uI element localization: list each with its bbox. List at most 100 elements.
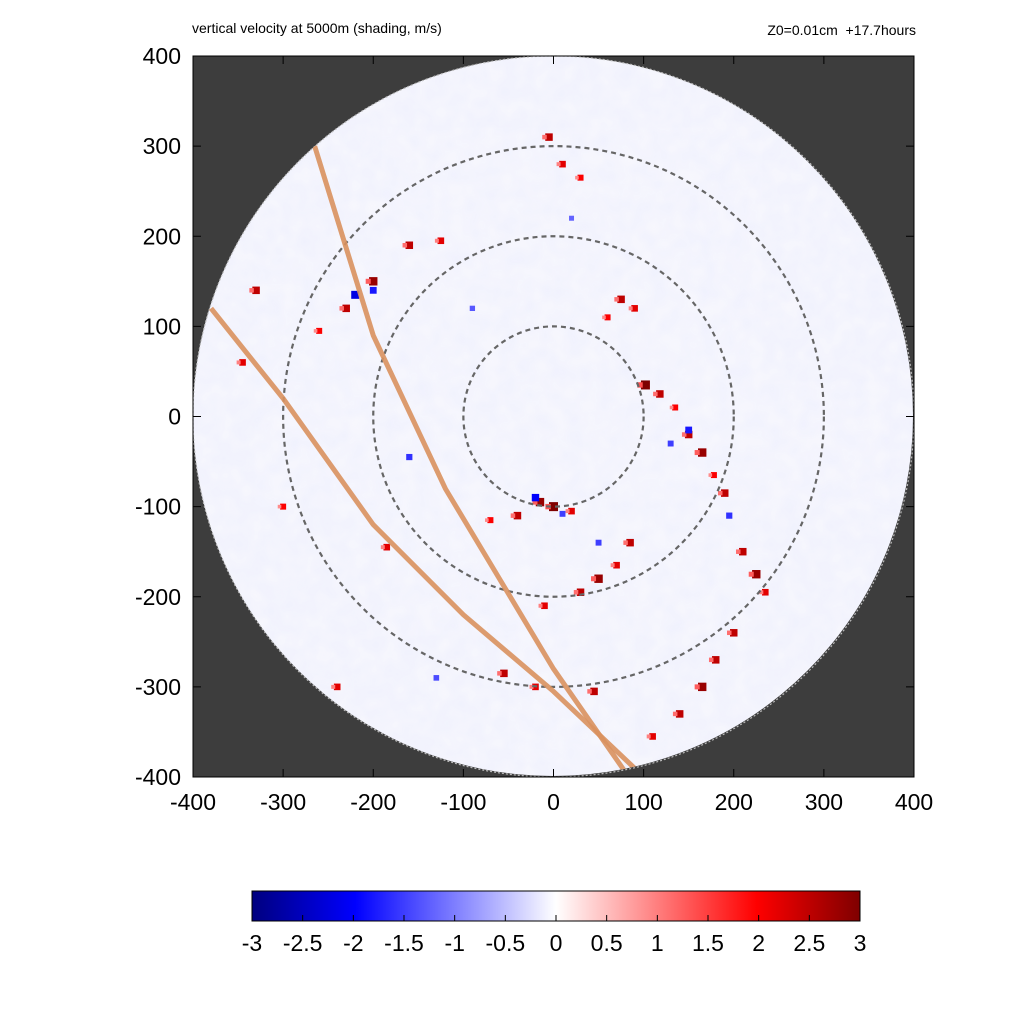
colorbar-tick-label: -2 bbox=[343, 930, 363, 956]
updraft-halo bbox=[510, 513, 516, 518]
y-tick-label: 0 bbox=[168, 404, 181, 430]
downdraft-cell bbox=[559, 510, 566, 517]
updraft-cell bbox=[698, 448, 707, 457]
updraft-halo bbox=[434, 238, 439, 243]
updraft-halo bbox=[532, 499, 538, 505]
y-tick-label: -200 bbox=[135, 584, 181, 610]
y-tick-label: 300 bbox=[143, 133, 181, 159]
updraft-cell bbox=[535, 497, 545, 507]
updraft-cell bbox=[675, 710, 684, 718]
background-texture bbox=[193, 56, 913, 776]
updraft-cell bbox=[631, 305, 638, 312]
colorbar-tick-label: 2 bbox=[752, 930, 765, 956]
track-lines bbox=[209, 145, 641, 775]
updraft-cell bbox=[576, 588, 585, 596]
updraft-halo bbox=[331, 684, 336, 689]
updraft-cell bbox=[316, 327, 323, 334]
updraft-halo bbox=[587, 689, 592, 694]
track-line bbox=[209, 306, 641, 775]
updraft-halo bbox=[681, 432, 687, 437]
updraft-cell bbox=[739, 547, 747, 556]
updraft-cell bbox=[617, 295, 625, 304]
updraft-cell bbox=[545, 133, 553, 141]
y-tick-label: 200 bbox=[143, 223, 181, 249]
updraft-cell bbox=[577, 174, 584, 181]
updraft-halo bbox=[380, 545, 385, 550]
updraft-halo bbox=[623, 540, 628, 545]
axis-ticks: -400 -300 -200 -100 0 100 200 300 400 400 300 200 10… bbox=[135, 43, 933, 815]
updraft-halo bbox=[646, 734, 651, 739]
updraft-halo bbox=[736, 549, 741, 554]
updraft-halo bbox=[556, 162, 561, 167]
updraft-cell bbox=[405, 241, 414, 250]
updraft-cell bbox=[487, 517, 494, 524]
velocity-cells bbox=[236, 133, 769, 740]
updraft-cell bbox=[239, 359, 246, 366]
updraft-cell bbox=[761, 588, 769, 596]
updraft-cell bbox=[383, 543, 391, 551]
downdraft-cell bbox=[595, 539, 602, 546]
x-tick-label: -400 bbox=[170, 789, 216, 815]
updraft-halo bbox=[277, 504, 282, 509]
updraft-halo bbox=[694, 684, 700, 690]
updraft-cell bbox=[626, 538, 634, 547]
x-tick-label: -200 bbox=[350, 789, 396, 815]
chart-subtitle: Z0=0.01cm +17.7hours bbox=[767, 22, 916, 38]
updraft-cell bbox=[730, 629, 738, 637]
updraft-cell bbox=[594, 574, 603, 583]
updraft-halo bbox=[529, 684, 534, 689]
range-ring bbox=[372, 235, 735, 598]
colorbar-tick-label: 0 bbox=[550, 930, 563, 956]
y-tick-label: -400 bbox=[135, 764, 181, 790]
downdraft-cell bbox=[531, 493, 540, 502]
updraft-halo bbox=[313, 329, 318, 333]
colorbar: -3 -2.5 -2 -1.5 -1 -0.5 0 0.5 1 1.5 2 2.5 3 bbox=[242, 890, 867, 956]
updraft-cell bbox=[500, 669, 508, 678]
downdraft-cell bbox=[469, 305, 476, 311]
y-tick-label: 400 bbox=[143, 43, 181, 69]
downdraft-cell bbox=[726, 512, 733, 519]
updraft-halo bbox=[610, 563, 615, 568]
downdraft-cell bbox=[351, 290, 360, 299]
colorbar-ticks: -3 -2.5 -2 -1.5 -1 -0.5 0 0.5 1 1.5 2 2.5 3 bbox=[242, 915, 867, 956]
updraft-halo bbox=[748, 571, 754, 577]
range-ring bbox=[282, 145, 825, 688]
updraft-halo bbox=[339, 306, 344, 311]
x-tick-label: 400 bbox=[895, 789, 933, 815]
updraft-halo bbox=[485, 518, 489, 522]
colorbar-tick-label: -1 bbox=[444, 930, 464, 956]
updraft-cell bbox=[752, 570, 761, 579]
colorbar-tick-label: 1 bbox=[651, 930, 664, 956]
updraft-halo bbox=[565, 509, 570, 514]
updraft-halo bbox=[249, 288, 254, 293]
updraft-halo bbox=[717, 490, 723, 496]
y-tick-label: -300 bbox=[135, 674, 181, 700]
updraft-halo bbox=[708, 473, 713, 477]
updraft-cell bbox=[568, 507, 575, 515]
updraft-cell bbox=[590, 687, 598, 696]
updraft-cell bbox=[513, 511, 522, 520]
range-ring bbox=[462, 325, 645, 508]
downdraft-cell bbox=[569, 215, 575, 221]
colorbar-tick-label: -0.5 bbox=[486, 930, 526, 956]
colorbar-tick-label: 3 bbox=[854, 930, 867, 956]
updraft-halo bbox=[542, 134, 547, 140]
updraft-cell bbox=[656, 390, 664, 398]
updraft-cell bbox=[711, 656, 720, 664]
x-tick-label: 100 bbox=[624, 789, 662, 815]
updraft-halo bbox=[637, 382, 643, 388]
x-tick-label: 0 bbox=[547, 789, 560, 815]
updraft-cell bbox=[549, 502, 558, 512]
updraft-cell bbox=[280, 503, 287, 510]
x-tick-label: -300 bbox=[260, 789, 306, 815]
downdraft-cell bbox=[369, 286, 377, 294]
colorbar-tick-label: -2.5 bbox=[283, 930, 323, 956]
updraft-halo bbox=[575, 175, 579, 180]
chart-title: vertical velocity at 5000m (shading, m/s… bbox=[192, 20, 442, 36]
x-tick-label: 300 bbox=[805, 789, 843, 815]
updraft-cell bbox=[342, 304, 350, 313]
updraft-halo bbox=[497, 671, 502, 676]
y-tick-label: 100 bbox=[143, 313, 181, 339]
updraft-cell bbox=[613, 561, 620, 569]
updraft-halo bbox=[727, 630, 732, 636]
